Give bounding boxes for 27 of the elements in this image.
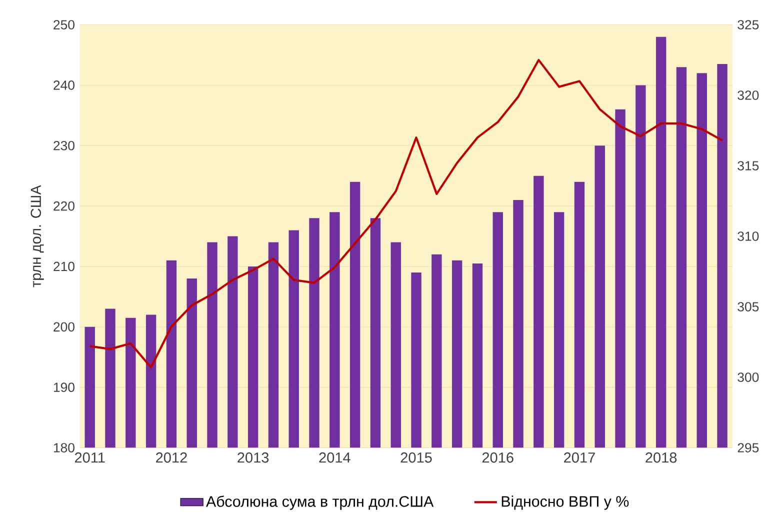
x-tick-label: 2017 <box>564 452 595 463</box>
legend-label: Відносно ВВП у % <box>502 496 629 510</box>
y2-tick-label: 295 <box>738 443 759 452</box>
y-tick-label: 230 <box>54 140 74 150</box>
x-tick-label: 2011 <box>74 452 105 463</box>
y2-tick-label: 325 <box>738 20 759 30</box>
y2-tick-label: 305 <box>738 302 759 312</box>
y-tick-label: 220 <box>54 201 74 211</box>
y2-tick-label: 300 <box>738 372 759 382</box>
x-tick-label: 2015 <box>400 452 432 463</box>
y2-tick-label: 310 <box>738 232 759 241</box>
x-tick-label: 2014 <box>319 452 350 463</box>
y2-tick-label: 320 <box>738 90 759 100</box>
legend-label: Абсолюна сума в трлн дол.США <box>206 496 434 510</box>
y-axis-title: трлн дол. США <box>30 185 44 288</box>
y2-tick-label: 315 <box>738 161 759 170</box>
x-tick-label: 2012 <box>156 452 187 463</box>
y-tick-label: 180 <box>54 443 74 452</box>
y-tick-label: 210 <box>54 262 74 272</box>
y-tick-label: 200 <box>54 322 74 332</box>
x-tick-label: 2018 <box>646 452 677 463</box>
y-tick-label: 240 <box>54 80 74 90</box>
y-tick-label: 190 <box>54 382 74 392</box>
line-series <box>88 58 724 368</box>
y-tick-label: 250 <box>54 20 74 30</box>
x-tick-label: 2013 <box>238 452 269 463</box>
x-tick-label: 2016 <box>482 452 514 463</box>
